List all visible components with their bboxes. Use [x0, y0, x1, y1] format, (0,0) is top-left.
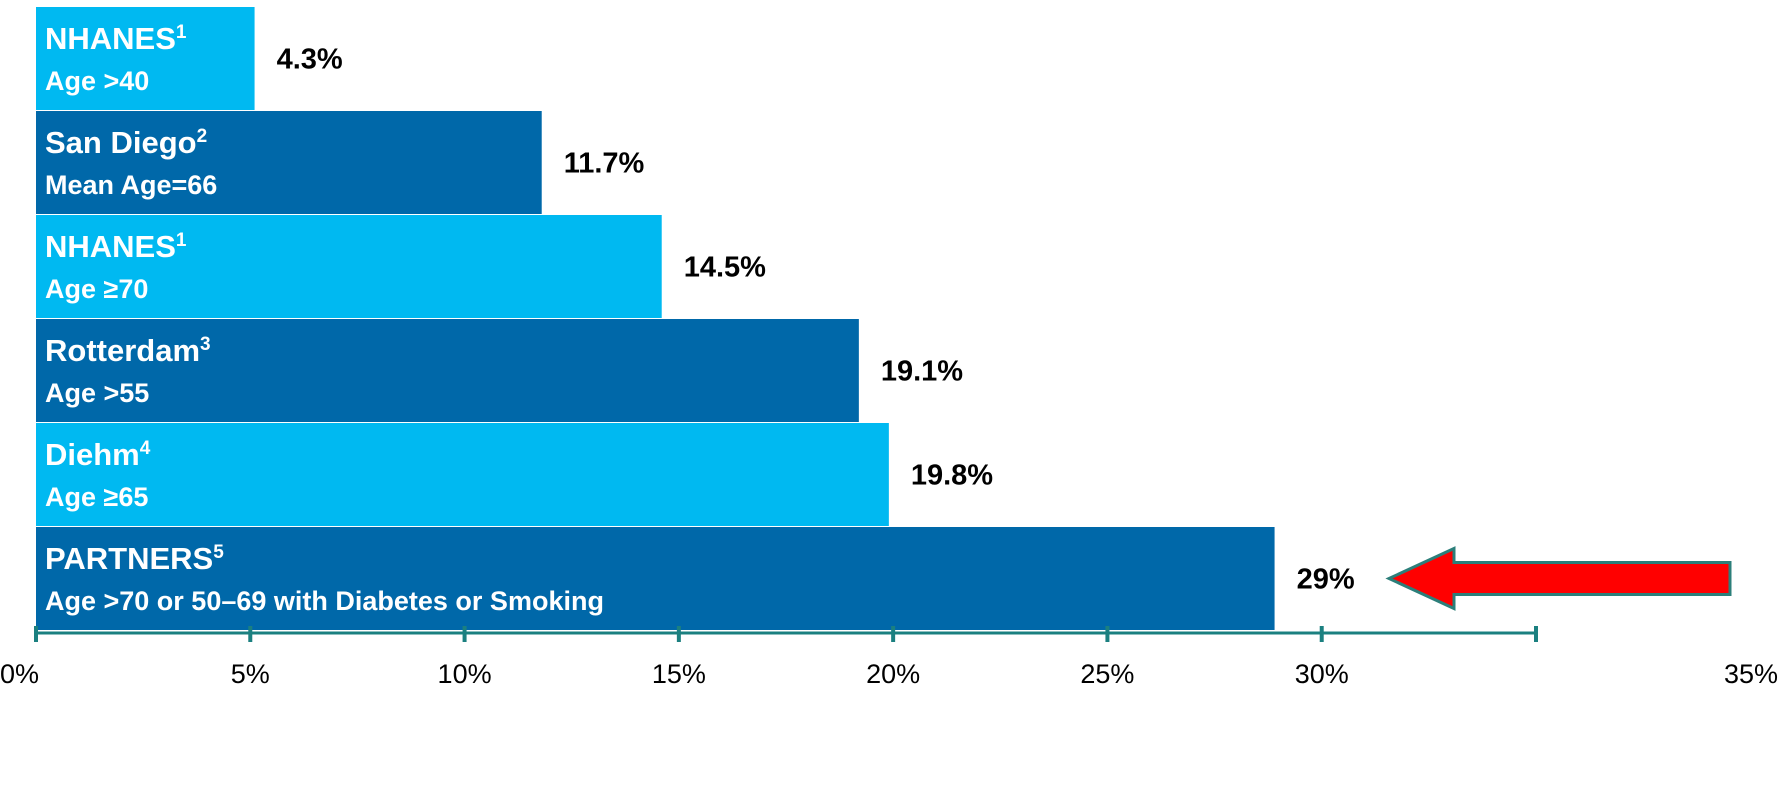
bar-5	[36, 527, 1275, 630]
bar-sup-0: 1	[176, 22, 187, 43]
bar-subtitle-5: Age >70 or 50–69 with Diabetes or Smokin…	[45, 586, 604, 616]
bar-name-0: NHANES	[45, 21, 176, 56]
bars-group	[36, 7, 1275, 630]
bar-title-0: NHANES1	[45, 21, 187, 56]
bar-name-4: Diehm	[45, 437, 140, 472]
x-tick-label-7: 35%	[1724, 659, 1778, 689]
bar-name-3: Rotterdam	[45, 333, 200, 368]
bar-title-3: Rotterdam3	[45, 333, 211, 368]
bar-title-5: PARTNERS5	[45, 541, 224, 576]
bar-name-2: NHANES	[45, 229, 176, 264]
bar-title-2: NHANES1	[45, 229, 187, 264]
x-tick-label-5: 25%	[1080, 659, 1134, 689]
bar-sup-3: 3	[200, 334, 211, 355]
bar-3	[36, 319, 859, 422]
x-tick-label-0: 0%	[0, 659, 39, 689]
x-tick-label-3: 15%	[652, 659, 706, 689]
value-label-4: 19.8%	[911, 460, 993, 492]
bar-title-1: San Diego2	[45, 125, 207, 160]
value-label-5: 29%	[1297, 564, 1355, 596]
value-label-1: 11.7%	[564, 148, 645, 180]
bar-subtitle-2: Age ≥70	[45, 274, 148, 304]
bar-subtitle-1: Mean Age=66	[45, 170, 217, 200]
bar-sup-2: 1	[176, 230, 187, 251]
bar-title-4: Diehm4	[45, 437, 151, 472]
value-label-3: 19.1%	[881, 356, 963, 388]
bar-subtitle-0: Age >40	[45, 66, 149, 96]
bar-sup-4: 4	[140, 438, 151, 459]
bar-1	[36, 111, 542, 214]
x-tick-label-4: 20%	[866, 659, 920, 689]
bar-sup-5: 5	[213, 542, 224, 563]
x-axis: 0% 5% 10% 15% 20% 25% 30% 35%	[0, 626, 1778, 689]
x-tick-label-6: 30%	[1295, 659, 1349, 689]
bar-name-5: PARTNERS	[45, 541, 213, 576]
x-tick-label-2: 10%	[438, 659, 492, 689]
bar-sup-1: 2	[197, 126, 208, 147]
bar-name-1: San Diego	[45, 125, 197, 160]
value-label-0: 4.3%	[277, 44, 343, 76]
x-tick-label-1: 5%	[231, 659, 270, 689]
value-label-2: 14.5%	[684, 252, 766, 284]
bar-2	[36, 215, 662, 318]
highlight-arrow	[1385, 546, 1732, 611]
bar-4	[36, 423, 889, 526]
highlight-group	[1385, 546, 1732, 611]
bar-0	[36, 7, 255, 110]
bar-subtitle-3: Age >55	[45, 378, 149, 408]
bar-subtitle-4: Age ≥65	[45, 482, 148, 512]
